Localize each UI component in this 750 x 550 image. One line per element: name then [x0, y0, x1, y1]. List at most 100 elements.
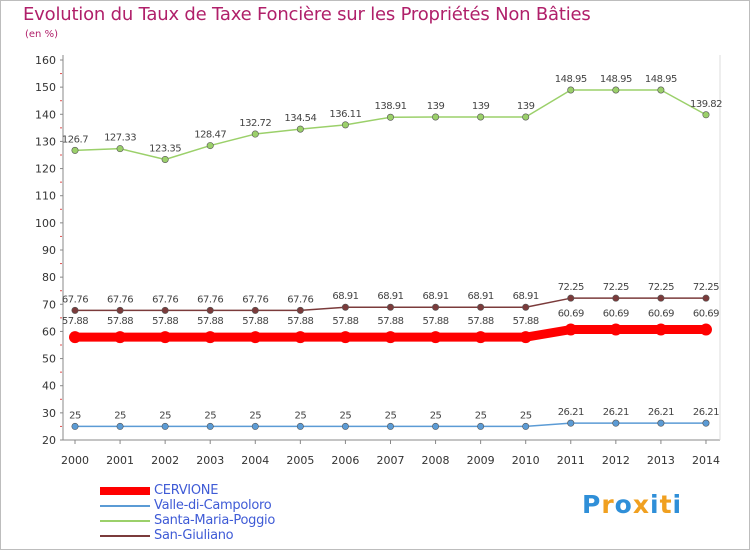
- data-label: 57.88: [513, 316, 539, 327]
- y-tick-label: 140: [35, 108, 56, 121]
- data-point: [71, 146, 79, 154]
- data-label: 57.88: [377, 316, 403, 327]
- data-point: [161, 306, 169, 314]
- chart-title: Evolution du Taux de Taxe Foncière sur l…: [23, 4, 591, 25]
- legend-label-cervione: CERVIONE: [154, 483, 219, 498]
- data-label: 67.76: [287, 294, 313, 305]
- data-label: 60.69: [558, 309, 584, 320]
- data-label: 60.69: [648, 309, 674, 320]
- data-label: 139: [427, 101, 445, 112]
- data-label: 60.69: [693, 309, 719, 320]
- data-label: 68.91: [468, 291, 494, 302]
- data-label: 138.91: [374, 101, 406, 112]
- data-point: [251, 130, 259, 138]
- data-label: 25: [114, 410, 126, 421]
- data-point: [206, 422, 214, 430]
- data-point: [206, 142, 214, 150]
- x-tick-label: 2011: [557, 454, 585, 467]
- logo-letter: r: [601, 490, 615, 519]
- data-point: [612, 86, 620, 94]
- data-point: [612, 294, 620, 302]
- data-label: 25: [475, 410, 487, 421]
- data-label: 134.54: [284, 113, 316, 124]
- x-tick-label: 2005: [286, 454, 314, 467]
- data-point: [477, 303, 485, 311]
- x-tick-label: 2004: [241, 454, 269, 467]
- x-tick-label: 2010: [512, 454, 540, 467]
- data-point: [567, 86, 575, 94]
- y-tick-label: 30: [42, 407, 56, 420]
- data-point: [386, 303, 394, 311]
- data-point: [294, 331, 307, 344]
- data-label: 68.91: [422, 291, 448, 302]
- data-label: 57.88: [468, 316, 494, 327]
- data-point: [654, 323, 667, 336]
- y-axis-unit: (en %): [25, 29, 58, 40]
- x-tick-label: 2000: [61, 454, 89, 467]
- data-label: 139.82: [690, 99, 722, 110]
- data-label: 68.91: [513, 291, 539, 302]
- data-label: 127.33: [104, 133, 136, 144]
- data-label: 26.21: [648, 407, 674, 418]
- y-tick-label: 110: [35, 190, 56, 203]
- data-label: 57.88: [242, 316, 268, 327]
- y-tick-label: 40: [42, 380, 56, 393]
- data-point: [474, 331, 487, 344]
- data-point: [477, 422, 485, 430]
- data-point: [522, 113, 530, 121]
- data-label: 139: [517, 101, 535, 112]
- x-tick-label: 2012: [602, 454, 630, 467]
- data-label: 57.88: [287, 316, 313, 327]
- data-label: 68.91: [377, 291, 403, 302]
- x-tick-label: 2006: [331, 454, 359, 467]
- logo-letter: P: [582, 490, 602, 519]
- data-point: [251, 306, 259, 314]
- data-point: [522, 422, 530, 430]
- legend-label-santa-maria-poggio: Santa-Maria-Poggio: [154, 513, 276, 528]
- data-point: [161, 422, 169, 430]
- data-point: [432, 422, 440, 430]
- data-point: [386, 113, 394, 121]
- data-point: [612, 419, 620, 427]
- data-point: [341, 121, 349, 129]
- data-label: 148.95: [645, 74, 677, 85]
- data-label: 72.25: [648, 282, 674, 293]
- data-point: [116, 306, 124, 314]
- data-point: [522, 303, 530, 311]
- data-label: 148.95: [555, 74, 587, 85]
- data-label: 68.91: [332, 291, 358, 302]
- data-point: [206, 306, 214, 314]
- data-label: 67.76: [62, 294, 88, 305]
- data-point: [609, 323, 622, 336]
- data-point: [702, 294, 710, 302]
- legend-swatch-san-giuliano: [100, 535, 150, 537]
- data-label: 139: [472, 101, 490, 112]
- data-label: 67.76: [152, 294, 178, 305]
- x-tick-label: 2014: [692, 454, 720, 467]
- data-label: 128.47: [194, 130, 226, 141]
- legend-swatch-santa-maria-poggio: [100, 520, 150, 522]
- data-point: [657, 294, 665, 302]
- proxiti-logo: Proxiti: [582, 490, 682, 519]
- data-point: [159, 331, 172, 344]
- data-point: [567, 294, 575, 302]
- data-point: [116, 145, 124, 153]
- data-label: 25: [159, 410, 171, 421]
- data-label: 132.72: [239, 118, 271, 129]
- data-label: 26.21: [603, 407, 629, 418]
- x-tick-label: 2007: [376, 454, 404, 467]
- data-point: [386, 422, 394, 430]
- data-label: 148.95: [600, 74, 632, 85]
- data-label: 72.25: [558, 282, 584, 293]
- x-tick-label: 2001: [106, 454, 134, 467]
- data-point: [477, 113, 485, 121]
- data-point: [432, 303, 440, 311]
- data-point: [341, 422, 349, 430]
- y-tick-label: 80: [42, 271, 56, 284]
- y-tick-label: 70: [42, 298, 56, 311]
- logo-letter: o: [614, 490, 633, 519]
- y-tick-label: 50: [42, 353, 56, 366]
- logo-letter: x: [632, 490, 650, 519]
- data-point: [429, 331, 442, 344]
- data-point: [341, 303, 349, 311]
